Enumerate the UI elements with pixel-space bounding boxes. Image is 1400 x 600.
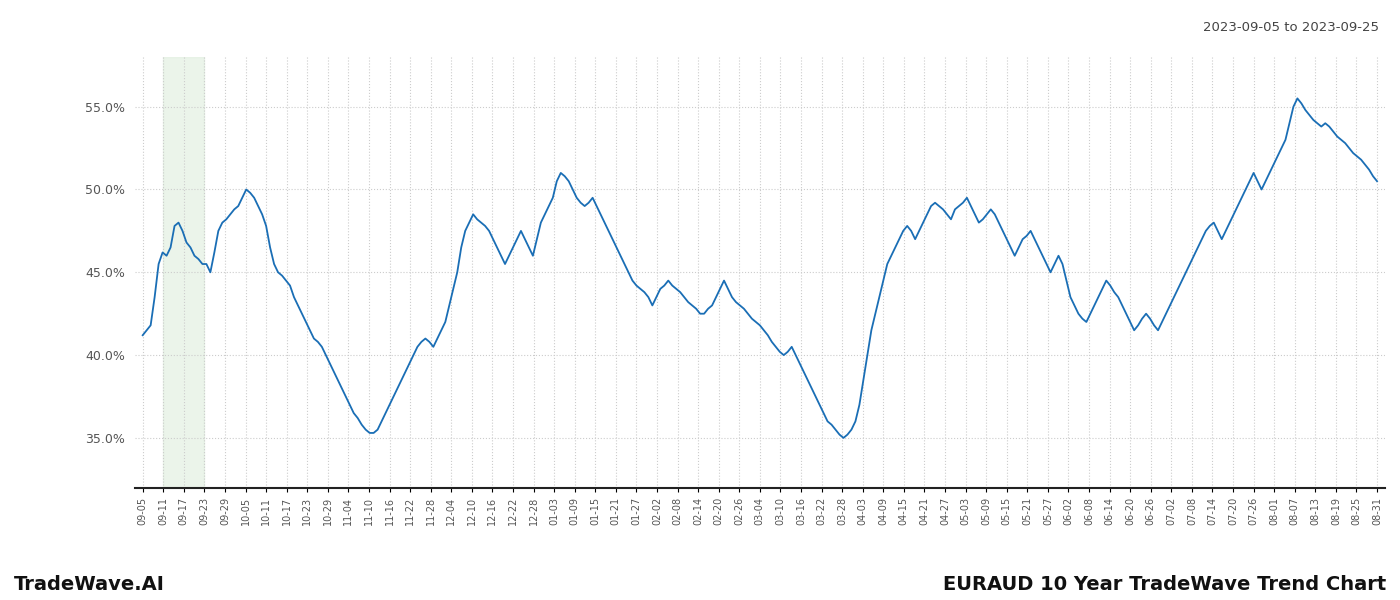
Text: TradeWave.AI: TradeWave.AI — [14, 575, 165, 594]
Bar — [164, 57, 204, 488]
Text: EURAUD 10 Year TradeWave Trend Chart: EURAUD 10 Year TradeWave Trend Chart — [942, 575, 1386, 594]
Text: 2023-09-05 to 2023-09-25: 2023-09-05 to 2023-09-25 — [1203, 21, 1379, 34]
